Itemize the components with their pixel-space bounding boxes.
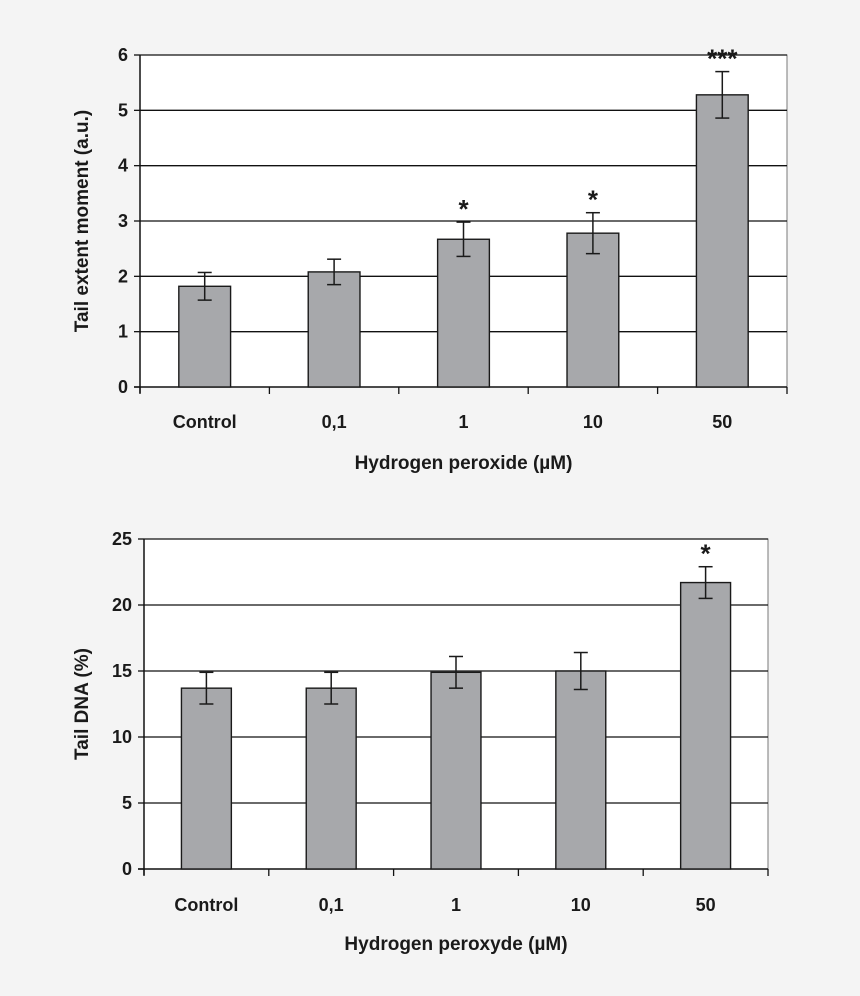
y-tick-label: 15 — [112, 661, 132, 681]
bar — [679, 581, 732, 870]
bar — [555, 670, 607, 870]
x-category-label: 10 — [571, 895, 591, 915]
chart-2: 0 5 10 15 20 25 Control 0,1 1 10 * 50 Hydrogen perox… — [72, 529, 769, 955]
bar — [566, 232, 620, 388]
significance-label: * — [588, 185, 599, 215]
x-category-label: 50 — [712, 412, 732, 432]
y-tick-label: 5 — [118, 100, 128, 120]
y-tick-label: 4 — [118, 156, 128, 176]
bar — [178, 285, 232, 388]
bar — [436, 238, 491, 388]
bar — [695, 94, 749, 388]
x-category-label: Control — [173, 412, 237, 432]
y-tick-label: 6 — [118, 45, 128, 65]
bar — [430, 671, 482, 870]
y-tick-label: 0 — [122, 859, 132, 879]
x-axis-title: Hydrogen peroxide (µM) — [355, 453, 573, 474]
bar — [305, 687, 357, 870]
significance-label: *** — [707, 44, 738, 74]
y-tick-label: 1 — [118, 322, 128, 342]
x-category-label: 1 — [458, 412, 468, 432]
x-category-label: 10 — [583, 412, 603, 432]
y-axis-title: Tail DNA (%) — [72, 648, 93, 760]
x-category-label: 50 — [696, 895, 716, 915]
bar — [180, 687, 233, 870]
x-axis-title: Hydrogen peroxyde (µM) — [344, 934, 567, 955]
y-tick-label: 10 — [112, 727, 132, 747]
y-tick-label: 20 — [112, 595, 132, 615]
y-tick-label: 3 — [118, 211, 128, 231]
significance-label: * — [701, 539, 712, 569]
chart-1: 0 1 2 3 4 5 6 Control 0,1 * 1 * 10 *** 50 Hydrogen pero… — [72, 44, 788, 474]
y-tick-label: 2 — [118, 266, 128, 286]
x-category-label: 0,1 — [319, 895, 344, 915]
y-tick-label: 25 — [112, 529, 132, 549]
x-category-label: 0,1 — [322, 412, 347, 432]
significance-label: * — [458, 194, 469, 224]
y-tick-label: 5 — [122, 793, 132, 813]
bar — [307, 271, 361, 388]
y-tick-label: 0 — [118, 377, 128, 397]
x-category-label: 1 — [451, 895, 461, 915]
x-category-label: Control — [174, 895, 238, 915]
y-axis-title: Tail extent moment (a.u.) — [72, 110, 93, 332]
